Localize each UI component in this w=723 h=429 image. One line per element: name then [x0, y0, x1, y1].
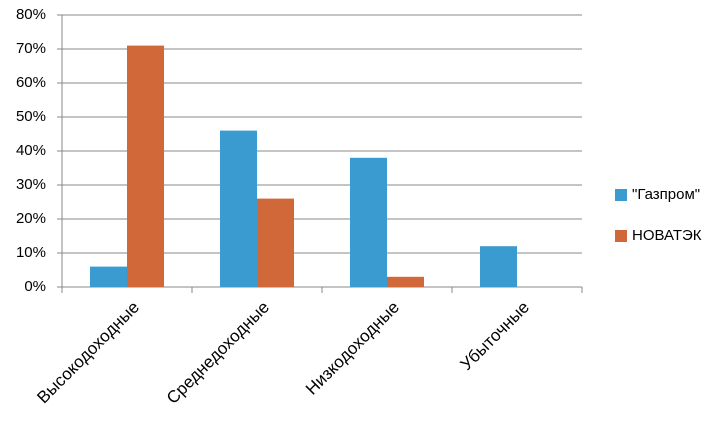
y-tick-label: 10%	[16, 244, 46, 261]
legend-swatch	[615, 230, 627, 242]
bar	[480, 246, 517, 287]
x-tick-label: Высокодоходные	[33, 298, 143, 408]
x-tick-label: Среднедоходные	[163, 298, 273, 408]
bar	[220, 130, 257, 287]
legend-label: НОВАТЭК	[632, 227, 702, 244]
bar	[90, 266, 127, 287]
y-tick-label: 0%	[24, 278, 46, 295]
y-tick-label: 40%	[16, 142, 46, 159]
y-tick-label: 20%	[16, 210, 46, 227]
bar	[127, 45, 164, 287]
y-tick-label: 70%	[16, 40, 46, 57]
y-tick-label: 50%	[16, 108, 46, 125]
y-tick-label: 60%	[16, 74, 46, 91]
y-tick-label: 80%	[16, 6, 46, 23]
bar	[257, 198, 294, 287]
bar	[350, 157, 387, 287]
y-tick-label: 30%	[16, 176, 46, 193]
x-tick-label: Убыточные	[457, 298, 533, 374]
x-tick-label: Низкодоходные	[302, 298, 403, 399]
bar	[387, 276, 424, 287]
legend-label: "Газпром"	[632, 186, 700, 203]
legend-swatch	[615, 189, 627, 201]
